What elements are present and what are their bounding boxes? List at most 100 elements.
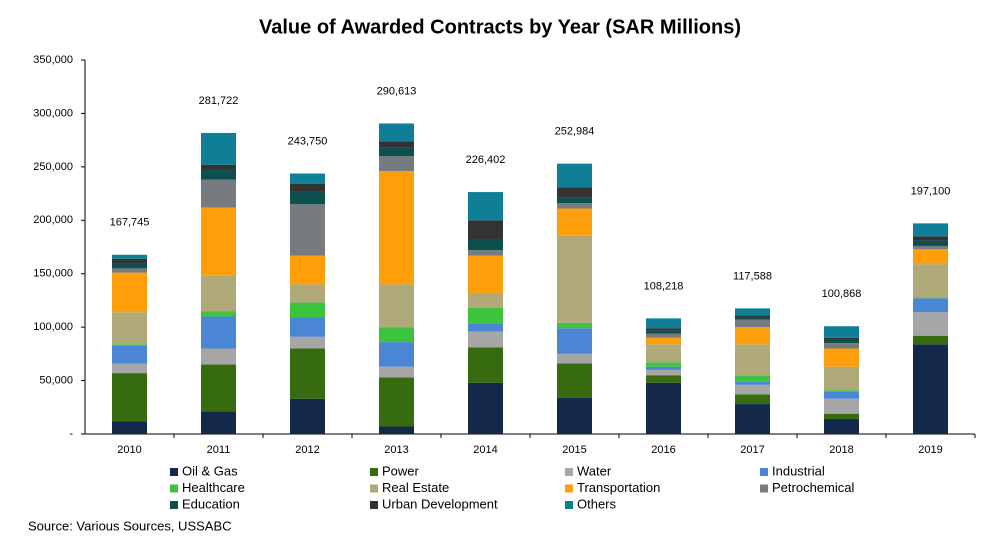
y-tick-label: 250,000 [33, 161, 73, 173]
bar-segment [735, 381, 770, 385]
legend-label: Transportation [577, 480, 660, 495]
bar-segment [379, 156, 414, 172]
bar-segment [112, 344, 147, 346]
y-tick-label: 100,000 [33, 321, 73, 333]
legend-label: Oil & Gas [182, 463, 238, 478]
total-label: 100,868 [822, 288, 862, 300]
bar-segment [557, 397, 592, 434]
bar-segment [290, 173, 325, 184]
legend-label: Healthcare [182, 480, 245, 495]
x-tick-label: 2011 [207, 444, 231, 456]
bar-segment [557, 235, 592, 323]
bar-segment [379, 171, 414, 285]
bar-segment [646, 382, 681, 434]
bar-segment [646, 344, 681, 363]
bar-segment [201, 168, 236, 180]
bar-segment [290, 317, 325, 337]
legend-label: Water [577, 463, 612, 478]
bar-segment [646, 375, 681, 383]
legend-swatch [565, 484, 573, 493]
x-tick-label: 2010 [117, 444, 141, 456]
bar-segment [824, 390, 859, 392]
x-tick-label: 2013 [384, 444, 408, 456]
x-tick-label: 2015 [562, 444, 586, 456]
bar-segment [112, 258, 147, 264]
bar-segment [557, 353, 592, 364]
bar-segment [468, 239, 503, 251]
bar-segment [290, 336, 325, 349]
total-label: 243,750 [288, 135, 328, 147]
bar-segment [913, 240, 948, 246]
bar-segment [913, 249, 948, 265]
bar-segment [379, 327, 414, 343]
bar-segment [379, 377, 414, 427]
bar-segment [112, 263, 147, 269]
bar-segment [112, 421, 147, 434]
x-tick-label: 2012 [295, 444, 319, 456]
bar-segment [379, 141, 414, 148]
bar-segment [201, 316, 236, 349]
bar-segment [112, 312, 147, 345]
bar-segment [913, 344, 948, 434]
bar-segment [646, 318, 681, 329]
bar-segment [913, 297, 948, 299]
bar-segment [379, 426, 414, 434]
bar-segment [201, 164, 236, 169]
bar-segment [824, 339, 859, 344]
bar-segment [468, 347, 503, 383]
bar-segment [735, 394, 770, 405]
bar-segment [557, 197, 592, 204]
bar-segment [913, 223, 948, 237]
bar-segment [112, 345, 147, 364]
bar-segment [468, 307, 503, 324]
bar-segment [557, 363, 592, 398]
bar-segment [557, 328, 592, 354]
total-label: 252,984 [555, 126, 595, 138]
y-tick-label: 50,000 [39, 374, 73, 386]
bar-segment [290, 191, 325, 205]
y-tick-label: 300,000 [33, 107, 73, 119]
bar-segment [735, 384, 770, 395]
bar-segment [201, 311, 236, 317]
bar-segment [735, 344, 770, 376]
bar-segment [646, 328, 681, 331]
bar-segment [112, 272, 147, 313]
bar-segment [824, 366, 859, 391]
bar-segment [468, 220, 503, 240]
bar-segment [824, 398, 859, 414]
y-tick-label: 200,000 [33, 214, 73, 226]
bar-segment [201, 275, 236, 312]
bar-segment [112, 254, 147, 259]
x-tick-label: 2016 [651, 444, 675, 456]
bar-segment [112, 373, 147, 422]
bar-segment [824, 348, 859, 367]
legend-label: Urban Development [382, 496, 498, 511]
bar-segment [379, 123, 414, 142]
bar-segment [468, 323, 503, 332]
y-tick-label: 350,000 [33, 54, 73, 66]
total-label: 117,588 [733, 270, 772, 282]
bar-segment [468, 192, 503, 221]
bar-segment [824, 343, 859, 349]
bar-segment [913, 245, 948, 250]
bar-segment [735, 319, 770, 328]
bar-segment [913, 335, 948, 345]
bar-segment [468, 292, 503, 308]
legend-label: Petrochemical [772, 480, 854, 495]
bar-segment [824, 326, 859, 338]
bar-segment [913, 236, 948, 241]
bar-segment [557, 203, 592, 209]
bar-segment [824, 419, 859, 434]
legend-swatch [170, 468, 178, 476]
bar-segment [824, 337, 859, 340]
y-tick-label: 150,000 [33, 268, 73, 280]
legend-label: Power [382, 463, 420, 478]
total-label: 290,613 [377, 85, 417, 97]
chart-title: Value of Awarded Contracts by Year (SAR … [259, 16, 741, 38]
bar-segment [735, 327, 770, 345]
legend-swatch [760, 468, 768, 476]
legend-swatch [370, 468, 378, 476]
total-label: 226,402 [466, 154, 506, 166]
total-label: 167,745 [110, 217, 150, 229]
